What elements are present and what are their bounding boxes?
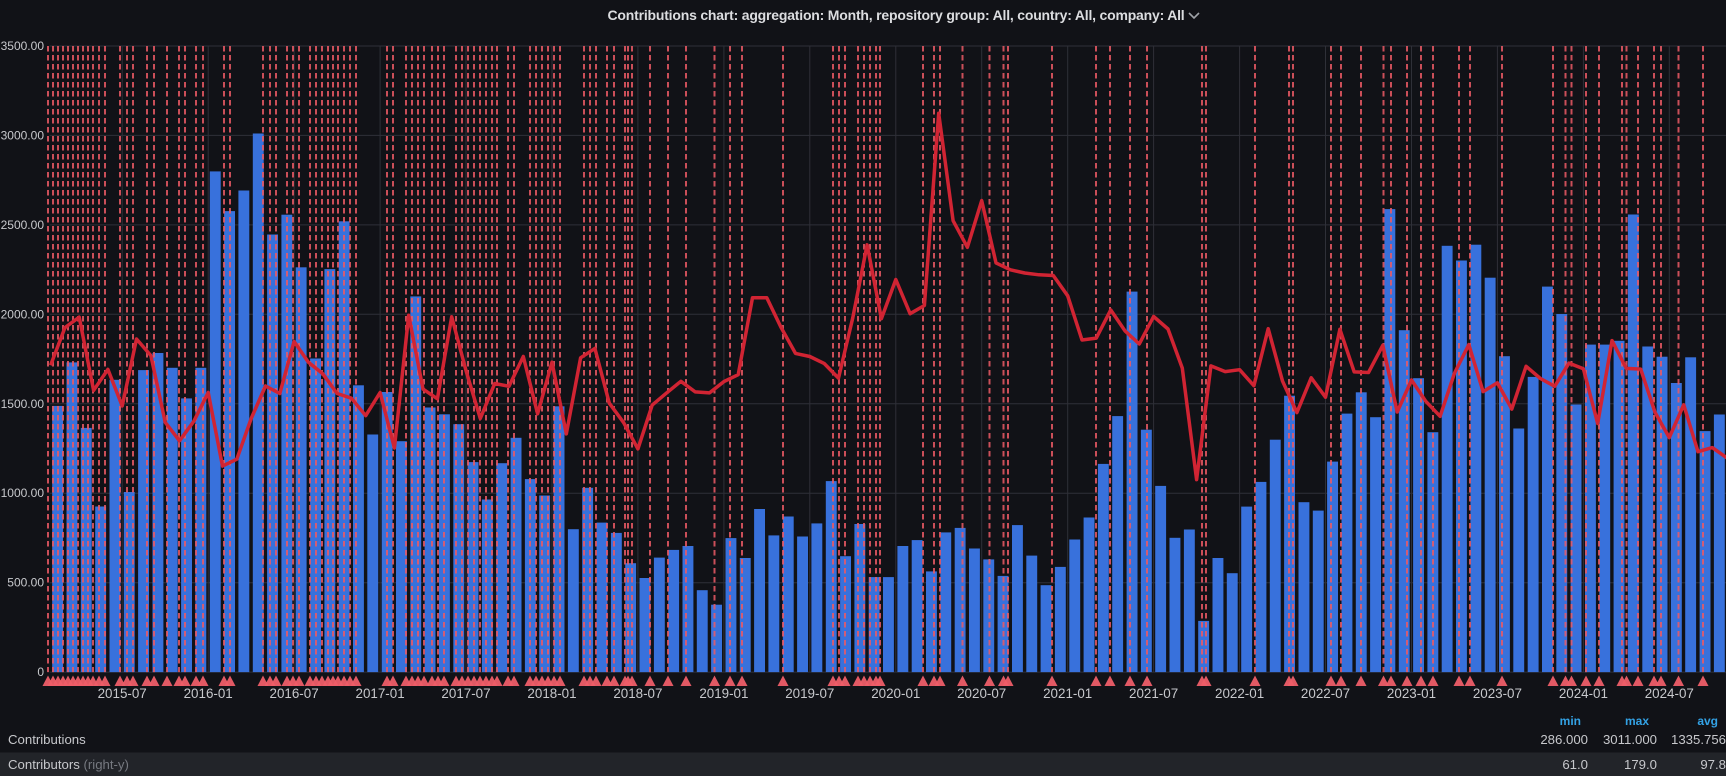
svg-text:1000.00: 1000.00 — [1, 486, 45, 500]
svg-text:1335.756: 1335.756 — [1671, 732, 1726, 747]
svg-text:2023-07: 2023-07 — [1473, 686, 1522, 701]
svg-text:2018-01: 2018-01 — [527, 686, 576, 701]
svg-text:Contributions chart: aggregati: Contributions chart: aggregation: Month,… — [608, 7, 1185, 23]
svg-text:2020-07: 2020-07 — [957, 686, 1006, 701]
svg-text:1500.00: 1500.00 — [1, 397, 45, 411]
svg-text:2016-07: 2016-07 — [270, 686, 319, 701]
svg-text:Contributions: Contributions — [8, 732, 86, 747]
svg-text:2017-01: 2017-01 — [356, 686, 405, 701]
svg-text:3500.00: 3500.00 — [1, 39, 45, 53]
svg-text:2015-07: 2015-07 — [98, 686, 147, 701]
svg-text:97.8: 97.8 — [1700, 757, 1726, 772]
svg-text:2018-07: 2018-07 — [613, 686, 662, 701]
svg-text:2022-01: 2022-01 — [1215, 686, 1264, 701]
svg-text:0: 0 — [37, 665, 44, 679]
svg-text:2021-01: 2021-01 — [1043, 686, 1092, 701]
svg-text:2019-01: 2019-01 — [699, 686, 748, 701]
svg-text:3000.00: 3000.00 — [1, 128, 45, 142]
svg-text:avg: avg — [1697, 714, 1718, 728]
svg-text:min: min — [1560, 714, 1581, 728]
svg-text:2022-07: 2022-07 — [1301, 686, 1350, 701]
svg-text:500.00: 500.00 — [7, 576, 44, 590]
svg-text:179.0: 179.0 — [1624, 757, 1657, 772]
svg-text:2017-07: 2017-07 — [441, 686, 490, 701]
svg-text:2023-01: 2023-01 — [1387, 686, 1436, 701]
svg-text:2000.00: 2000.00 — [1, 307, 45, 321]
svg-text:3011.000: 3011.000 — [1603, 732, 1657, 747]
svg-text:2500.00: 2500.00 — [1, 218, 45, 232]
svg-text:2024-01: 2024-01 — [1559, 686, 1608, 701]
svg-text:Contributors (right-y): Contributors (right-y) — [8, 757, 129, 772]
svg-text:286.000: 286.000 — [1540, 732, 1588, 747]
svg-text:2016-01: 2016-01 — [184, 686, 233, 701]
svg-text:2019-07: 2019-07 — [785, 686, 834, 701]
svg-text:max: max — [1625, 714, 1649, 728]
svg-text:2024-07: 2024-07 — [1645, 686, 1694, 701]
svg-text:61.0: 61.0 — [1562, 757, 1588, 772]
svg-text:2020-01: 2020-01 — [871, 686, 920, 701]
svg-text:2021-07: 2021-07 — [1129, 686, 1178, 701]
